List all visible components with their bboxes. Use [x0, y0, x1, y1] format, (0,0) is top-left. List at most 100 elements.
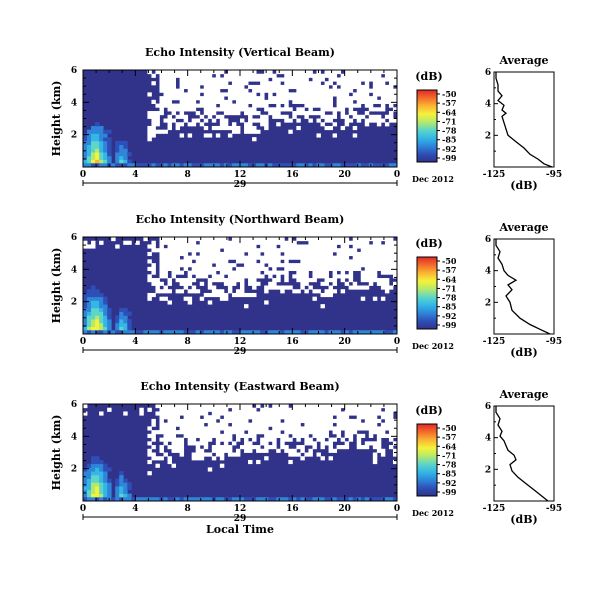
profile-ytick-label: 6: [485, 402, 491, 412]
no-data-cell: [360, 251, 366, 257]
no-data-cell: [276, 99, 281, 104]
echo-cell: [83, 311, 88, 316]
no-data-cell: [127, 240, 132, 245]
no-data-cell: [384, 244, 390, 249]
no-data-cell: [191, 248, 197, 253]
no-data-cell: [175, 244, 181, 249]
no-data-cell: [163, 274, 168, 279]
no-data-cell: [203, 237, 209, 242]
no-data-cell: [252, 244, 257, 249]
ground-band-cell: [119, 163, 124, 167]
no-data-cell: [219, 107, 225, 112]
no-data-cell: [328, 422, 333, 427]
echo-cell: [91, 322, 96, 327]
no-data-cell: [223, 122, 229, 127]
echo-cell: [115, 159, 120, 164]
no-data-cell: [388, 415, 394, 420]
no-data-cell: [340, 103, 346, 108]
no-data-cell: [284, 404, 289, 409]
no-data-cell: [368, 114, 374, 119]
height-tick-label: 6: [71, 233, 77, 243]
no-data-cell: [384, 281, 390, 286]
no-data-cell: [372, 237, 378, 242]
no-data-cell: [199, 99, 205, 104]
no-data-cell: [288, 70, 293, 75]
no-data-cell: [276, 422, 281, 427]
no-data-cell: [252, 240, 257, 245]
ground-band-cell: [256, 497, 261, 501]
no-data-cell: [308, 407, 313, 412]
echo-cell: [103, 137, 108, 142]
no-data-cell: [215, 274, 221, 279]
no-data-cell: [324, 292, 329, 298]
echo-cell: [99, 486, 104, 491]
no-data-cell: [256, 118, 261, 123]
no-data-cell: [276, 418, 281, 424]
no-data-cell: [187, 73, 193, 78]
no-data-cell: [296, 107, 301, 112]
no-data-cell: [264, 415, 269, 420]
time-tick-label: 4: [132, 504, 138, 514]
no-data-cell: [147, 407, 152, 412]
no-data-cell: [240, 92, 245, 97]
no-data-cell: [300, 259, 305, 264]
echo-cell: [99, 300, 104, 305]
no-data-cell: [183, 281, 189, 286]
no-data-cell: [284, 285, 289, 290]
no-data-cell: [175, 255, 181, 260]
no-data-cell: [199, 433, 205, 438]
no-data-cell: [147, 114, 152, 119]
ground-band-cell: [95, 497, 100, 501]
no-data-cell: [296, 407, 301, 412]
no-data-cell: [244, 88, 249, 93]
no-data-cell: [171, 463, 176, 468]
no-data-cell: [244, 248, 249, 253]
no-data-cell: [155, 103, 160, 108]
no-data-cell: [151, 418, 156, 424]
no-data-cell: [364, 255, 370, 260]
no-data-cell: [167, 266, 172, 271]
no-data-cell: [372, 422, 378, 427]
no-data-cell: [344, 422, 350, 427]
no-data-cell: [191, 270, 197, 275]
no-data-cell: [167, 114, 172, 119]
profile-ytick-label: 4: [485, 434, 491, 444]
no-data-cell: [344, 99, 350, 104]
profile-xlabel: (dB): [510, 513, 537, 526]
no-data-cell: [360, 433, 366, 438]
no-data-cell: [223, 407, 229, 412]
no-data-cell: [215, 84, 221, 90]
no-data-cell: [163, 259, 168, 264]
no-data-cell: [191, 81, 197, 86]
no-data-cell: [336, 103, 342, 108]
no-data-cell: [328, 77, 333, 82]
no-data-cell: [175, 114, 181, 119]
no-data-cell: [227, 251, 233, 257]
no-data-cell: [304, 81, 309, 86]
ground-band-cell: [308, 497, 313, 501]
no-data-cell: [324, 266, 329, 271]
no-data-cell: [268, 248, 273, 253]
no-data-cell: [235, 70, 241, 75]
echo-cell: [127, 482, 132, 487]
no-data-cell: [227, 70, 233, 75]
time-tick-label: 4: [132, 170, 138, 180]
ground-band-cell: [171, 330, 176, 334]
no-data-cell: [384, 248, 390, 253]
no-data-cell: [159, 103, 164, 108]
no-data-cell: [264, 81, 269, 86]
echo-cell: [107, 159, 112, 164]
ground-band-cell: [304, 163, 309, 167]
echo-cell: [119, 307, 124, 313]
echo-cell: [119, 144, 124, 149]
no-data-cell: [296, 274, 301, 279]
no-data-cell: [308, 418, 313, 424]
no-data-cell: [300, 418, 305, 424]
ground-band-cell: [183, 163, 189, 167]
no-data-cell: [183, 263, 189, 268]
no-data-cell: [227, 278, 233, 283]
echo-cell: [103, 493, 108, 498]
no-data-cell: [211, 418, 217, 424]
no-data-cell: [183, 426, 189, 431]
colorbar-unit: (dB): [415, 70, 442, 83]
